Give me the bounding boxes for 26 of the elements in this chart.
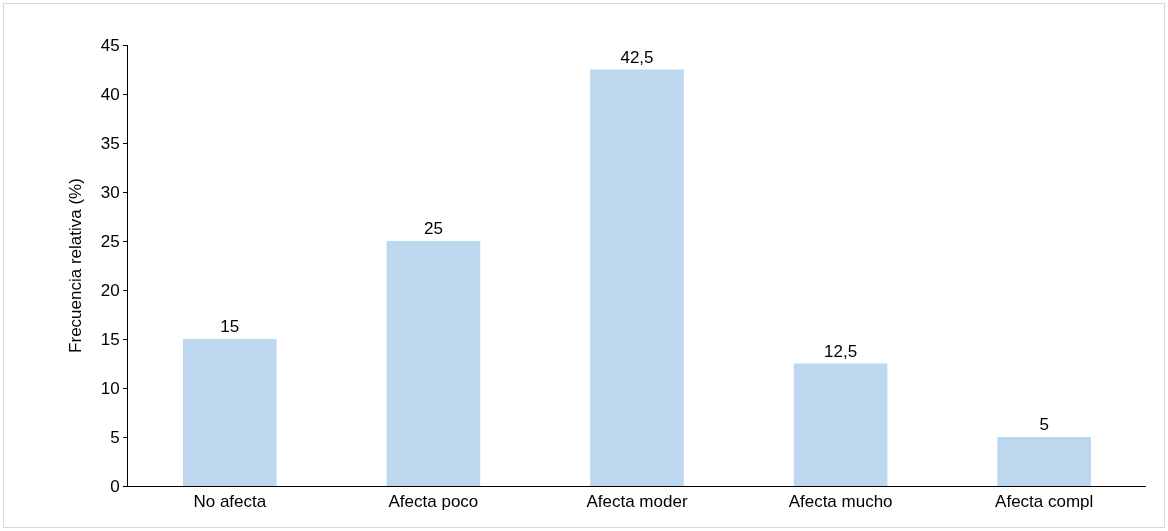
y-axis-title: Frecuencia relativa (%) xyxy=(66,178,86,353)
data-label: 42,5 xyxy=(620,47,654,67)
x-tick-label: Afecta poco xyxy=(388,492,479,512)
bar xyxy=(386,241,481,486)
y-tick-label: 25 xyxy=(100,231,120,251)
y-tick-label: 20 xyxy=(100,280,120,300)
data-label: 12,5 xyxy=(824,341,858,361)
data-label: 15 xyxy=(220,317,240,336)
bar xyxy=(182,339,277,486)
data-label: 25 xyxy=(423,219,443,238)
y-tick-label: 0 xyxy=(110,476,120,496)
y-tick-label: 40 xyxy=(100,84,120,104)
data-label: 5 xyxy=(1039,415,1049,434)
y-tick-label: 45 xyxy=(100,35,120,55)
bar xyxy=(590,69,684,486)
y-tick-label: 5 xyxy=(110,427,120,447)
bar xyxy=(997,437,1092,486)
x-tick-label: Afecta mucho xyxy=(788,492,893,512)
y-tick-label: 35 xyxy=(100,133,120,153)
y-tick-label: 10 xyxy=(100,378,120,398)
y-tick-label: 30 xyxy=(100,182,120,202)
bar xyxy=(793,363,888,486)
x-tick-label: Afecta compl xyxy=(995,492,1094,512)
y-tick-label: 15 xyxy=(100,329,120,349)
x-tick-label: Afecta moder xyxy=(586,492,688,512)
x-tick-label: No afecta xyxy=(193,492,267,512)
